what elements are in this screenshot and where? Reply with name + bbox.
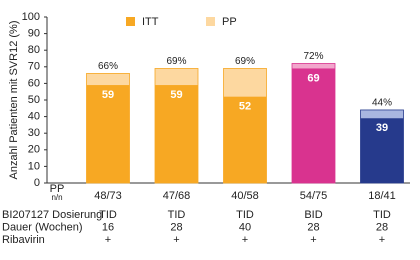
value-label: 72%	[303, 51, 323, 62]
y-tick-label: 20	[28, 144, 40, 156]
y-tick-label: 10	[28, 160, 40, 172]
x-tick-label: 54/75	[300, 190, 328, 202]
table-cell: TID	[373, 209, 391, 221]
y-tick-label: 90	[28, 28, 40, 40]
bar-itt	[360, 118, 404, 183]
legend-swatch	[206, 17, 215, 26]
bar-itt	[155, 85, 198, 183]
row-label: BI207127 Dosierung	[2, 209, 102, 221]
table-cell: TID	[168, 209, 186, 221]
value-label: 69%	[235, 56, 255, 67]
value-label: 52	[239, 101, 251, 113]
y-tick-label: 100	[22, 11, 40, 23]
y-axis-label: Anzahl Patienten mit SVR12 (%)	[8, 21, 20, 180]
category-header: PP	[50, 183, 65, 195]
bar-itt	[223, 96, 267, 183]
legend-swatch	[126, 17, 135, 26]
value-label: 69	[307, 72, 319, 84]
table-cell: 28	[170, 221, 182, 233]
table-cell: +	[310, 234, 316, 246]
x-tick-label: 40/58	[231, 190, 259, 202]
row-label: Ribavirin	[2, 234, 45, 246]
table-cell: TID	[236, 209, 254, 221]
x-tick-label: 48/73	[94, 190, 122, 202]
y-tick-label: 70	[28, 61, 40, 73]
table-cell: TID	[99, 209, 117, 221]
value-label: 44%	[372, 98, 392, 109]
value-label: 69%	[166, 56, 186, 67]
y-tick-label: 30	[28, 127, 40, 139]
table-cell: 28	[307, 221, 319, 233]
value-label: 59	[170, 89, 182, 101]
value-label: 39	[376, 122, 388, 134]
table-cell: +	[242, 234, 248, 246]
category-header: n/n	[51, 193, 62, 202]
y-tick-label: 0	[34, 177, 40, 189]
y-tick-label: 80	[28, 44, 40, 56]
y-tick-label: 60	[28, 77, 40, 89]
x-tick-label: 18/41	[368, 190, 396, 202]
bar-itt	[292, 68, 335, 183]
table-cell: +	[105, 234, 111, 246]
table-cell: BID	[304, 209, 322, 221]
y-tick-label: 50	[28, 94, 40, 106]
table-cell: +	[379, 234, 385, 246]
y-tick-label: 40	[28, 111, 40, 123]
value-label: 59	[102, 89, 114, 101]
row-label: Dauer (Wochen)	[2, 221, 83, 233]
table-cell: 16	[102, 221, 114, 233]
table-cell: 28	[376, 221, 388, 233]
x-tick-label: 47/68	[163, 190, 191, 202]
value-label: 66%	[98, 61, 118, 72]
legend-label: ITT	[142, 16, 159, 28]
bar-itt	[86, 85, 130, 183]
table-cell: 40	[239, 221, 251, 233]
table-cell: +	[173, 234, 179, 246]
legend-label: PP	[222, 16, 237, 28]
